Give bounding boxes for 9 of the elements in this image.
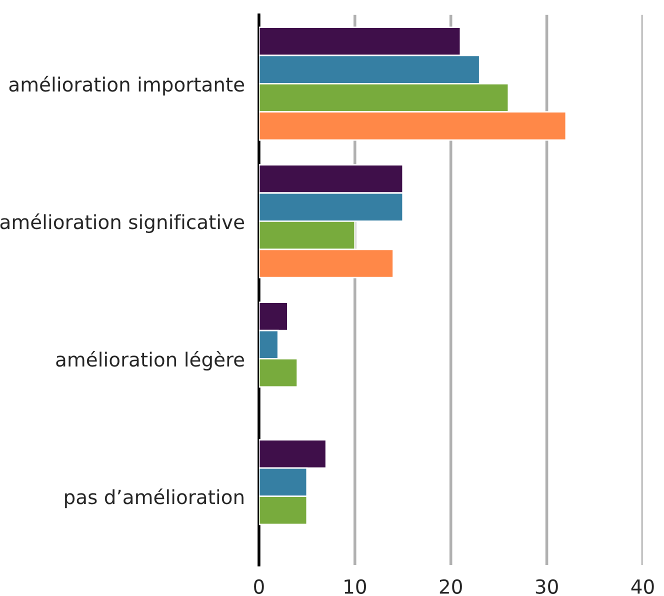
x-tick-label: 40	[631, 579, 654, 594]
y-tick-label: amélioration légère	[56, 350, 244, 371]
x-tick-label: 30	[536, 579, 558, 594]
x-tick-label: 0	[254, 579, 264, 594]
y-tick-label: amélioration importante	[9, 76, 244, 96]
y-tick-label: pas d’amélioration	[65, 488, 244, 508]
x-tick-label: 10	[344, 579, 366, 594]
y-tick-label: amélioration significative	[0, 213, 244, 234]
x-tick-label: 20	[440, 579, 462, 594]
